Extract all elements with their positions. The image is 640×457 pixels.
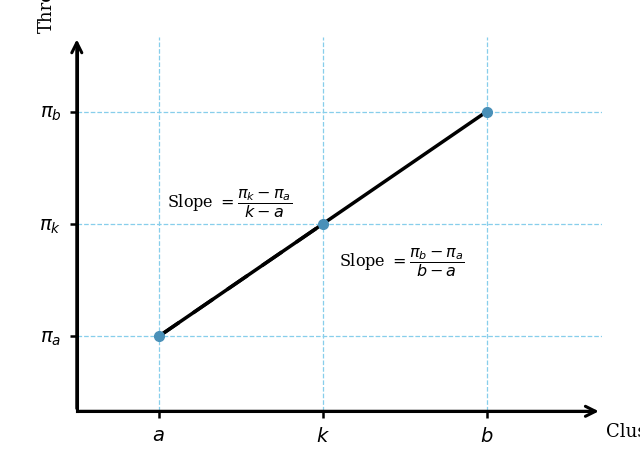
Text: Slope $= \dfrac{\pi_k-\pi_a}{k-a}$: Slope $= \dfrac{\pi_k-\pi_a}{k-a}$ xyxy=(167,187,292,220)
Text: Threshold: Threshold xyxy=(38,0,56,33)
Text: Cluster Index: Cluster Index xyxy=(605,423,640,441)
Text: Slope $= \dfrac{\pi_b-\pi_a}{b-a}$: Slope $= \dfrac{\pi_b-\pi_a}{b-a}$ xyxy=(339,246,465,279)
